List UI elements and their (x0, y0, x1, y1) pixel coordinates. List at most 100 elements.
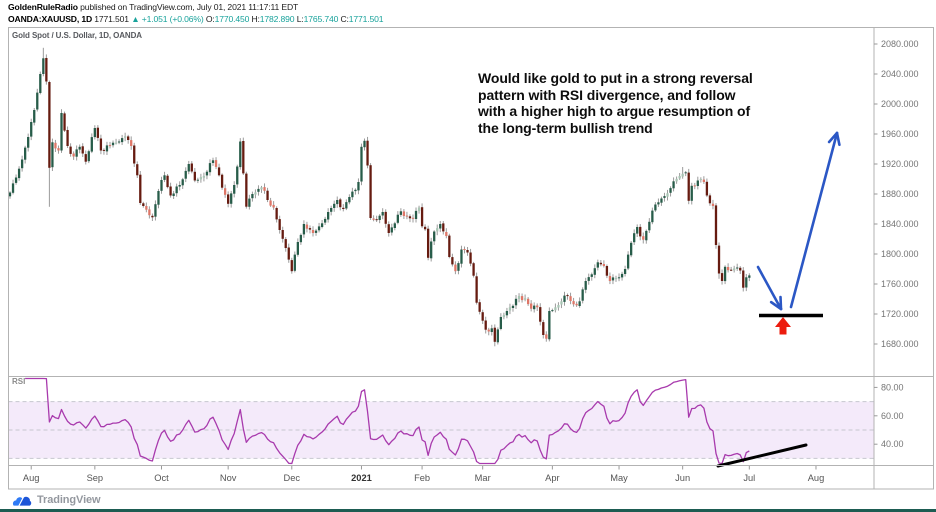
candle-body (14, 177, 18, 183)
candle-body (490, 328, 493, 332)
candle-body (230, 193, 233, 204)
candle-body (269, 200, 272, 206)
candle-body (299, 234, 303, 243)
candle-body (602, 264, 606, 266)
candle-body (133, 145, 136, 164)
candle-body (414, 210, 418, 219)
time-axis-label[interactable]: Mar (475, 473, 491, 483)
candle-body (708, 195, 712, 204)
time-axis-label[interactable]: Sep (87, 473, 104, 483)
price-axis-label: 2040.000 (881, 69, 919, 79)
candle-body (587, 277, 590, 281)
time-axis-label[interactable]: Dec (284, 473, 301, 483)
time-axis-label[interactable]: May (610, 473, 628, 483)
candle-body (196, 179, 200, 181)
candle-body (193, 171, 196, 181)
bottom-border-bar (0, 509, 936, 512)
candle-body (393, 223, 396, 228)
candle-body (102, 149, 106, 151)
candle-body (278, 219, 281, 230)
price-axis-label: 1720.000 (881, 309, 919, 319)
time-axis-label[interactable]: Oct (154, 473, 169, 483)
candle-body (423, 226, 427, 230)
time-axis-label[interactable]: Aug (808, 473, 825, 483)
candle-body (426, 228, 430, 258)
candle-body (227, 194, 230, 204)
candle-body (505, 311, 509, 316)
price-axis-label: 1760.000 (881, 279, 919, 289)
candle-body (78, 146, 81, 150)
candle-body (354, 189, 357, 192)
candle-body (20, 159, 24, 169)
candle-body (520, 296, 524, 301)
candle-body (372, 218, 375, 220)
time-axis-label[interactable]: Feb (414, 473, 430, 483)
candle-body (436, 228, 439, 232)
candle-body (596, 262, 599, 268)
time-axis-label[interactable]: Jul (743, 473, 755, 483)
candle-body (120, 138, 124, 143)
symbol-header: OANDA:XAUUSD, 1D 1771.501 ▲ +1.051 (+0.0… (8, 14, 384, 24)
time-axis-label[interactable]: Nov (220, 473, 237, 483)
candle-body (154, 204, 157, 217)
candle-body (275, 208, 278, 220)
candle-body (181, 179, 184, 186)
candle-body (217, 167, 221, 176)
blue-arrow-up (789, 131, 839, 309)
price-change: ▲ +1.051 (+0.06%) (131, 14, 204, 24)
rsi-trendline (716, 443, 808, 468)
candle-body (493, 327, 496, 342)
price-axis-label: 1840.000 (881, 219, 919, 229)
candle-body (636, 227, 639, 234)
candle-body (257, 188, 260, 192)
candle-body (620, 273, 624, 278)
tradingview-attribution[interactable]: TradingView (12, 493, 101, 507)
rsi-axis-label: 80.00 (881, 382, 904, 392)
candle-body (308, 228, 312, 230)
candle-body (302, 224, 306, 235)
candle-body (530, 303, 533, 309)
candle-body (584, 281, 587, 290)
candle-body (442, 223, 445, 232)
candle-body (593, 268, 596, 275)
time-axis-label[interactable]: Aug (23, 473, 40, 483)
time-axis-label[interactable]: 2021 (351, 473, 372, 483)
candle-body (551, 310, 554, 312)
candle-body (199, 177, 203, 180)
candle-body (554, 307, 557, 311)
candle-body (508, 307, 512, 311)
candle-body (39, 74, 42, 93)
candle-body (190, 163, 193, 172)
candle-body (630, 242, 633, 256)
candle-body (54, 142, 57, 149)
candle-body (363, 140, 366, 148)
candle-body (11, 183, 15, 193)
candle-body (339, 199, 342, 208)
candle-body (539, 307, 542, 322)
candle-body (496, 329, 499, 343)
candle-body (617, 277, 621, 279)
candle-body (220, 174, 224, 188)
candle-body (408, 216, 412, 219)
candle-body (396, 214, 399, 223)
time-axis-label[interactable]: Jun (675, 473, 690, 483)
candle-body (448, 235, 451, 257)
candle-body (90, 137, 93, 152)
candle-body (702, 179, 706, 182)
close-label: C: (340, 14, 349, 24)
tradingview-brand-text: TradingView (37, 494, 101, 506)
candle-body (81, 146, 84, 154)
candle-body (111, 142, 115, 146)
candle-body (248, 198, 251, 207)
candle-body (696, 180, 699, 186)
candle-body (345, 202, 348, 209)
candle-body (348, 197, 351, 203)
candle-body (660, 198, 663, 203)
price-axis-label: 1800.000 (881, 249, 919, 259)
candle-body (654, 204, 657, 211)
candle-body (669, 188, 672, 193)
time-axis-label[interactable]: Apr (545, 473, 559, 483)
annotation-line: the long-term bullish trend (478, 119, 653, 136)
candle-body (499, 317, 503, 329)
